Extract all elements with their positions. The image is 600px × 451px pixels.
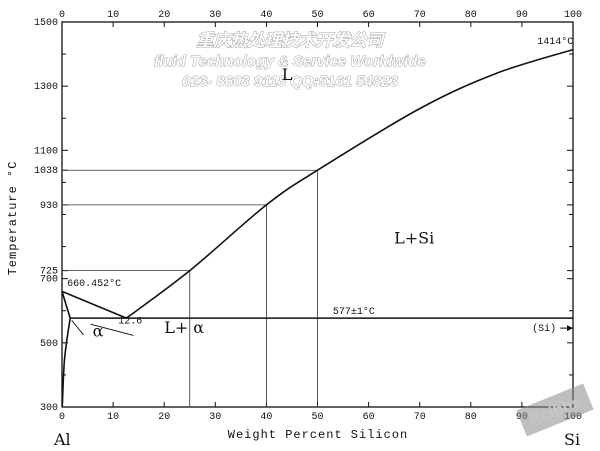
annotation-label: (Si)	[532, 323, 556, 335]
x-tick-label-bottom: 40	[260, 412, 272, 423]
y-tick-label: 1038	[34, 166, 58, 177]
reference-line	[62, 204, 267, 407]
solidus-al-line	[61, 291, 71, 319]
left-end-label: Al	[53, 430, 71, 449]
x-tick-label-bottom: 20	[158, 412, 170, 423]
y-tick-label: 725	[40, 267, 58, 278]
watermark: 重庆热处理技术开发公司 fluid Technology & Service W…	[154, 31, 427, 91]
annotation-label: 12.6	[118, 317, 142, 328]
phase-boundaries	[61, 48, 574, 408]
y-tick-label: 1100	[34, 146, 58, 157]
liquidus-si-side-line	[125, 48, 574, 319]
annotation-label: 577±1°C	[333, 306, 375, 318]
annotation-label: α	[93, 321, 104, 340]
y-axis-title: Temperature °C	[6, 161, 20, 276]
x-tick-label-bottom: 70	[414, 412, 426, 423]
region-labels: L L+Si L+ α α 660.452°C 12.6 577±1°C 1414°C (Si)	[67, 36, 573, 341]
y-tick-label: 1300	[34, 82, 58, 93]
x-tick-label-top: 30	[209, 10, 221, 21]
x-tick-label-bottom: 60	[363, 412, 375, 423]
x-tick-label-top: 60	[363, 10, 375, 21]
si-arrowhead	[567, 325, 573, 332]
x-tick-label-bottom: 10	[107, 412, 119, 423]
x-tick-label-bottom: 0	[59, 412, 65, 423]
x-tick-label-top: 80	[465, 10, 477, 21]
y-tick-label: 930	[40, 201, 58, 212]
watermark-contact: 023- 8603 9118 QQ:5161 54823	[182, 73, 398, 90]
x-tick-label-top: 10	[107, 10, 119, 21]
x-tick-label-top: 100	[564, 10, 582, 21]
annotation-label: L	[282, 65, 293, 84]
x-tick-label-top: 40	[260, 10, 272, 21]
l-alpha-leader	[90, 323, 134, 336]
watermark-company: 重庆热处理技术开发公司	[197, 31, 386, 50]
reference-line	[62, 270, 191, 407]
x-tick-label-top: 90	[516, 10, 528, 21]
x-tick-label-top: 70	[414, 10, 426, 21]
y-tick-label: 500	[40, 339, 58, 350]
solvus-al-line	[61, 318, 71, 408]
watermark-slogan: fluid Technology & Service Worldwide	[154, 53, 426, 70]
right-end-label: Si	[564, 430, 580, 449]
x-tick-label-top: 50	[311, 10, 323, 21]
axis-ticks	[61, 21, 574, 408]
corner-stamp: Rclbhs	[516, 383, 594, 437]
x-tick-label-top: 0	[59, 10, 65, 21]
x-tick-label-bottom: 50	[311, 412, 323, 423]
annotation-label: L+Si	[394, 228, 434, 247]
x-axis-title: Weight Percent Silicon	[228, 428, 408, 442]
annotation-label: 660.452°C	[67, 278, 121, 290]
y-tick-label: 1500	[34, 18, 58, 29]
x-tick-label-top: 20	[158, 10, 170, 21]
y-tick-label: 700	[40, 275, 58, 286]
x-tick-label-bottom: 80	[465, 412, 477, 423]
liquidus-al-side-line	[61, 290, 127, 319]
alpha-leader	[71, 320, 84, 336]
annotation-label: 1414°C	[537, 36, 573, 48]
stamp-box	[516, 383, 594, 437]
y-tick-label: 300	[40, 403, 58, 414]
annotation-label: L+ α	[164, 318, 204, 337]
x-tick-label-bottom: 30	[209, 412, 221, 423]
